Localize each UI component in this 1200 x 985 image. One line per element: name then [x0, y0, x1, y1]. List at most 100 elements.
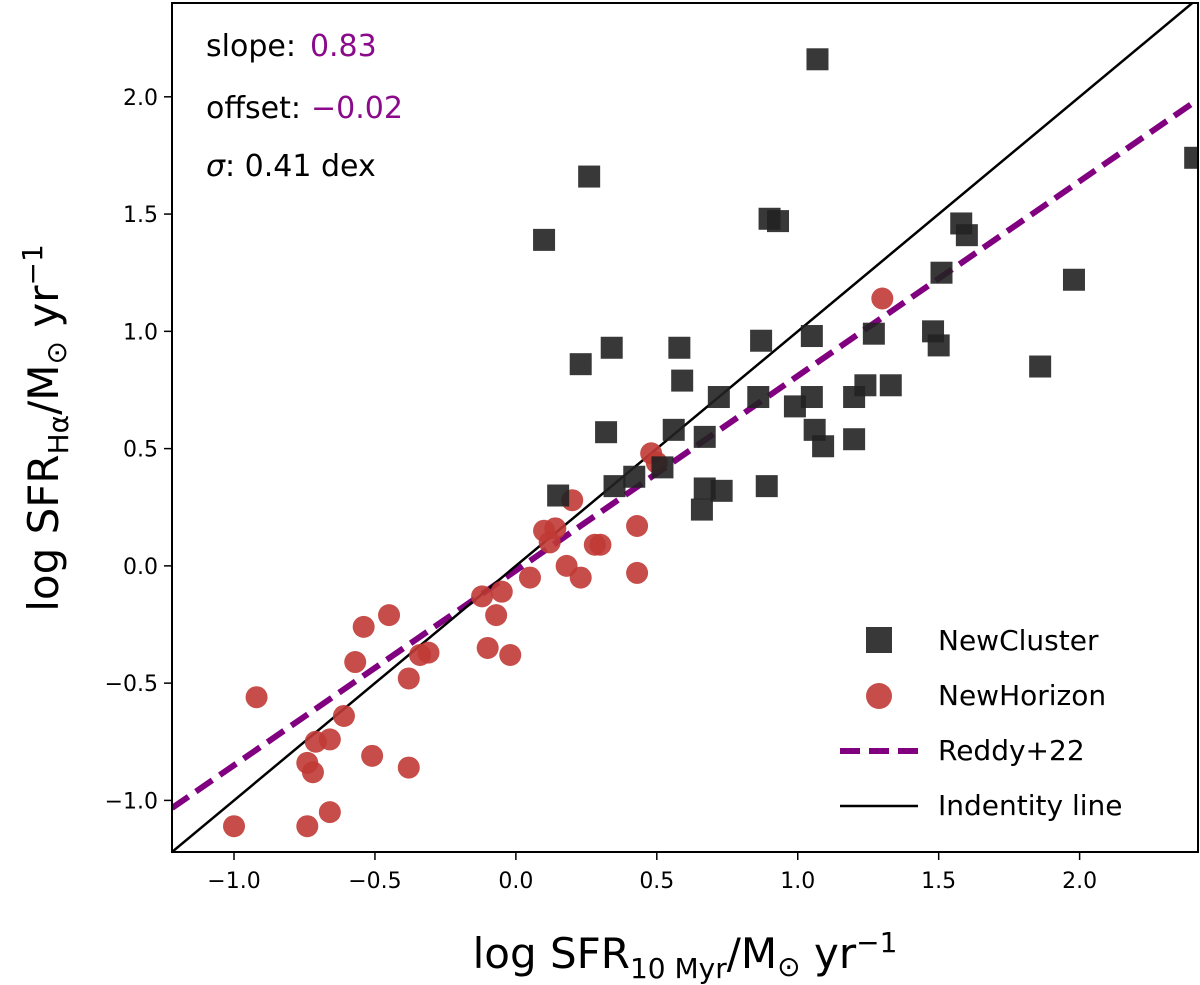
newhorizon-point	[361, 744, 384, 767]
x-axis-title: log SFR10 Myr/M⊙ yr−1	[473, 926, 898, 985]
newcluster-point	[1029, 355, 1052, 378]
newcluster-point	[879, 374, 902, 397]
newcluster-point	[578, 165, 601, 188]
y-axis-title-sub: Hα	[42, 415, 75, 455]
newcluster-point	[750, 329, 773, 352]
newcluster-point	[800, 386, 823, 409]
x-axis-title-sun: ⊙	[777, 950, 800, 983]
legend: NewCluster NewHorizon Reddy+22 Indentity…	[840, 624, 1123, 822]
y-axis-title-sun: ⊙	[40, 341, 73, 364]
newcluster-point	[800, 325, 823, 348]
newcluster-point	[710, 479, 733, 502]
newcluster-point	[1184, 146, 1198, 169]
y-axis-title-main: log SFR	[19, 454, 68, 611]
newhorizon-point	[499, 643, 522, 666]
x-tick-label: −1.0	[207, 869, 260, 894]
newhorizon-point	[626, 515, 649, 538]
offset-value: −0.02	[311, 91, 403, 126]
newcluster-point	[595, 421, 618, 444]
legend-label-newhorizon: NewHorizon	[938, 679, 1106, 712]
y-tick-label: 2.0	[123, 86, 158, 111]
newhorizon-point	[518, 566, 541, 589]
legend-label-identity: Indentity line	[938, 789, 1123, 822]
y-tick-label: 0.0	[123, 555, 158, 580]
data-points	[223, 48, 1198, 838]
newcluster-point	[651, 456, 674, 479]
sigma-text: : 0.41 dex	[225, 149, 376, 184]
y-axis-title-exp: −1	[16, 244, 49, 285]
newcluster-point	[707, 386, 730, 409]
newhorizon-point	[296, 815, 319, 838]
newhorizon-point	[476, 636, 499, 659]
y-tick-label: 1.0	[123, 320, 158, 345]
sigma-annotation: σ: 0.41 dex	[206, 149, 376, 184]
fit-lines	[172, 3, 1198, 852]
y-tick-label: 0.5	[123, 438, 158, 463]
newcluster-point	[930, 261, 953, 284]
newhorizon-point	[544, 517, 567, 540]
newcluster-point	[662, 418, 685, 441]
y-tick-label: 1.5	[123, 203, 158, 228]
newhorizon-point	[344, 651, 367, 674]
slope-value: 0.83	[310, 29, 377, 64]
newhorizon-point	[871, 287, 894, 310]
y-axis-title: log SFRHα/M⊙ yr−1	[16, 244, 75, 612]
y-axis-title-tail: yr	[19, 285, 68, 341]
newhorizon-point	[626, 561, 649, 584]
x-tick-label: −0.5	[348, 869, 401, 894]
newcluster-point	[747, 386, 770, 409]
newhorizon-point	[332, 704, 355, 727]
newcluster-point	[671, 369, 694, 392]
plot-frame	[171, 2, 1199, 853]
newcluster-point	[854, 374, 877, 397]
newhorizon-point	[471, 585, 494, 608]
x-axis-title-unit: /M	[727, 929, 777, 978]
newhorizon-point	[490, 580, 513, 603]
offset-label: offset:	[206, 91, 301, 126]
x-tick-label: 1.5	[921, 869, 956, 894]
newhorizon-point	[318, 801, 341, 824]
newhorizon-point	[397, 667, 420, 690]
newcluster-point	[783, 395, 806, 418]
newcluster-point	[690, 498, 713, 521]
slope-annotation: slope: 0.83	[206, 29, 377, 64]
newhorizon-point	[352, 615, 375, 638]
newcluster-point	[693, 477, 716, 500]
newcluster-point	[1062, 268, 1085, 291]
x-tick-label: 0.0	[498, 869, 533, 894]
newcluster-point	[569, 353, 592, 376]
x-tick-label: 2.0	[1062, 869, 1097, 894]
y-axis-title-unit: /M	[19, 364, 68, 414]
newcluster-point	[767, 210, 790, 233]
newcluster-point	[623, 465, 646, 488]
newhorizon-point	[397, 756, 420, 779]
newcluster-point	[547, 484, 570, 507]
newhorizon-point	[417, 641, 440, 664]
newhorizon-point	[589, 533, 612, 556]
newcluster-point	[693, 425, 716, 448]
newhorizon-point	[378, 604, 401, 627]
newcluster-point	[755, 475, 778, 498]
offset-annotation: offset: −0.02	[206, 91, 403, 126]
legend-label-newcluster: NewCluster	[938, 624, 1099, 657]
sigma-symbol: σ	[206, 149, 226, 184]
newcluster-point	[843, 428, 866, 451]
newhorizon-point	[245, 686, 268, 709]
x-axis-ticks: −1.0 −0.5 0.0 0.5 1.0 1.5 2.0	[207, 852, 1097, 894]
newcluster-point	[862, 322, 885, 345]
newcluster-point	[600, 336, 623, 359]
newhorizon-point	[485, 604, 508, 627]
identity-line	[172, 3, 1195, 852]
newcluster-point	[668, 336, 691, 359]
x-axis-title-exp: −1	[856, 926, 897, 959]
legend-marker-newcluster	[866, 627, 892, 653]
newcluster-point	[806, 48, 829, 71]
x-axis-title-tail: yr	[801, 929, 857, 978]
fit-annotations: slope: 0.83 offset: −0.02 σ: 0.41 dex	[206, 29, 403, 184]
newhorizon-point	[318, 728, 341, 751]
newhorizon-point	[569, 566, 592, 589]
slope-label: slope:	[206, 29, 296, 64]
y-axis-ticks: −1.0 −0.5 0.0 0.5 1.0 1.5 2.0	[105, 86, 172, 814]
reddy-fit-line	[172, 97, 1198, 811]
